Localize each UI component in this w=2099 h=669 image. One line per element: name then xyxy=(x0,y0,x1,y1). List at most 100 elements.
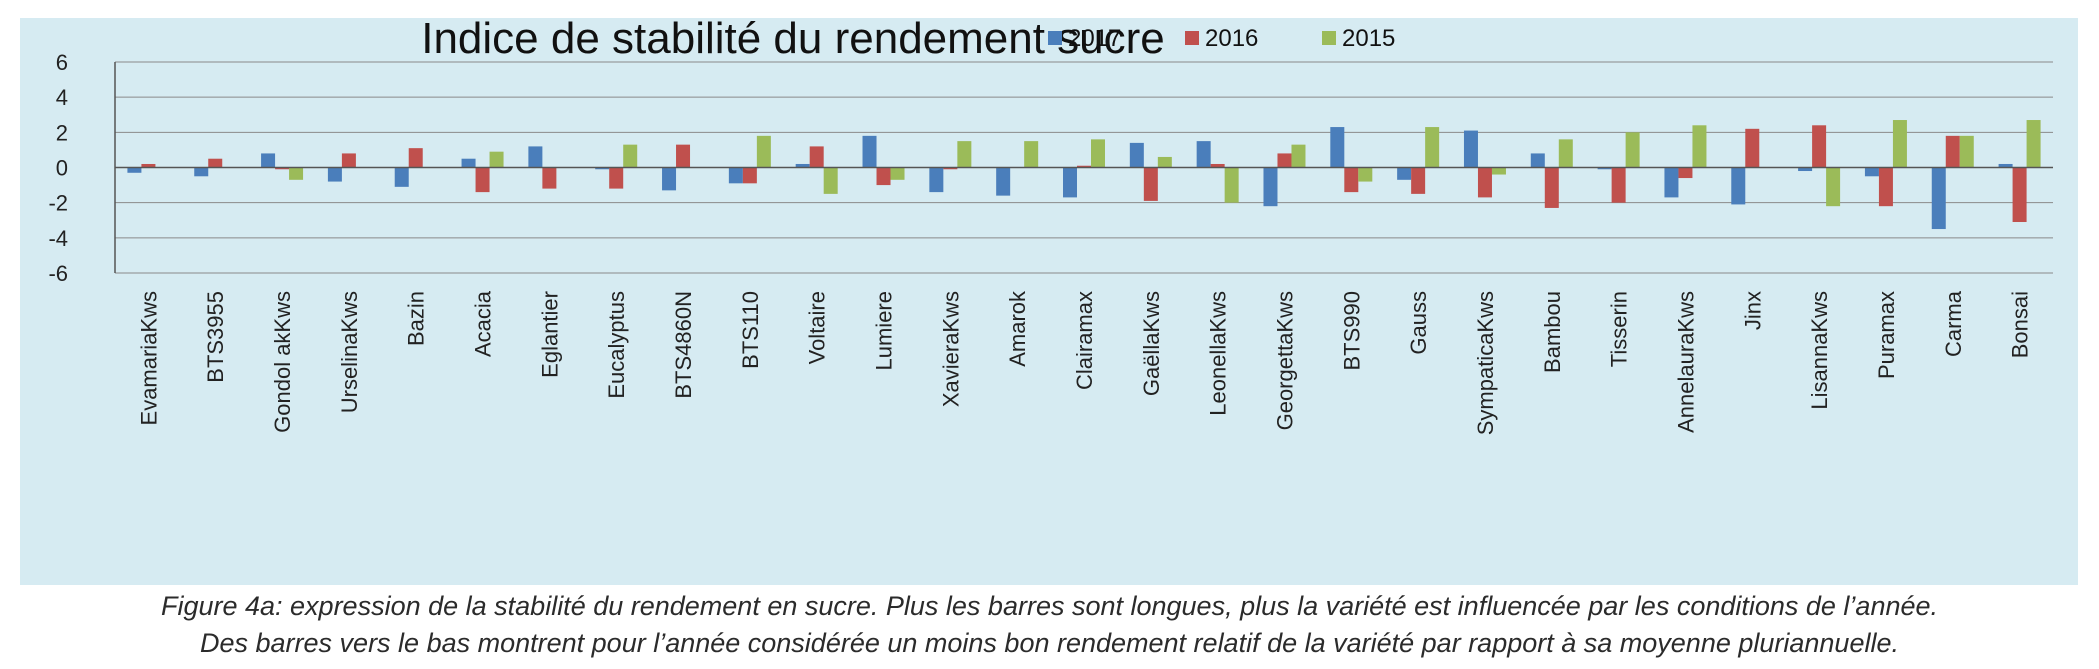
x-tick-label: Jinx xyxy=(1740,291,1765,330)
bar-2016-15 xyxy=(1143,167,1158,201)
bar-2015-27 xyxy=(1959,135,1974,168)
x-tick-label: GeorgettaKws xyxy=(1272,291,1297,430)
figure-caption-line-2: Des barres vers le bas montrent pour l’a… xyxy=(200,628,1899,658)
bar-2017-20 xyxy=(1463,130,1478,168)
bar-2017-14 xyxy=(1063,167,1077,198)
chart-title: Indice de stabilité du rendement sucre xyxy=(421,18,1165,63)
bar-2017-9 xyxy=(728,167,743,184)
bars-layer xyxy=(127,120,2041,230)
bar-2016-10 xyxy=(809,146,824,168)
x-tick-label: Carma xyxy=(1941,290,1966,357)
x-tick-label: SympaticaKws xyxy=(1473,291,1498,435)
bar-2015-28 xyxy=(2026,120,2041,168)
bar-2017-28 xyxy=(1998,163,2013,168)
bar-2017-4 xyxy=(394,167,409,187)
bar-2017-8 xyxy=(662,167,677,191)
bar-2017-3 xyxy=(327,167,342,182)
x-tick-label: Puramax xyxy=(1874,291,1899,379)
legend-label-2017: 2017 xyxy=(1068,25,1121,52)
bar-2016-1 xyxy=(208,158,223,168)
bar-2017-11 xyxy=(862,135,877,168)
axis-layer xyxy=(114,62,2053,273)
bar-2016-8 xyxy=(676,144,691,168)
x-tick-label: Voltaire xyxy=(805,291,830,364)
x-tick-label: Amarok xyxy=(1005,290,1030,367)
bar-2017-7 xyxy=(595,167,610,170)
x-tick-label: Bonsai xyxy=(2008,291,2033,358)
x-tick-label: Eucalyptus xyxy=(604,291,629,399)
y-tick-label: -4 xyxy=(48,226,68,251)
x-tick-label: BTS4860N xyxy=(671,291,696,399)
legend-swatch-2017 xyxy=(1048,31,1062,45)
bar-2016-25 xyxy=(1812,125,1827,168)
bar-2016-11 xyxy=(876,167,891,186)
legend-label-2015: 2015 xyxy=(1342,25,1395,52)
figure-caption-line-1: Figure 4a: expression de la stabilité du… xyxy=(160,591,1939,621)
bar-chart: 6 4 2 0 -2 -4 -6 EvamariaKws BTS3955 Gondol akKw… xyxy=(48,18,2053,435)
bar-2016-18 xyxy=(1344,167,1359,193)
bar-2017-15 xyxy=(1129,142,1144,168)
bar-2017-21 xyxy=(1530,153,1545,168)
bar-2017-0 xyxy=(127,167,142,173)
bar-2016-26 xyxy=(1878,167,1893,207)
y-tick-label: 6 xyxy=(56,50,68,75)
bar-2017-1 xyxy=(194,167,209,177)
x-tick-label: GaëllaKws xyxy=(1139,291,1164,396)
chart-panel: 6 4 2 0 -2 -4 -6 EvamariaKws BTS3955 Gondol akKw… xyxy=(20,18,2078,585)
bar-2016-7 xyxy=(609,167,624,189)
bar-2016-14 xyxy=(1077,165,1091,168)
bar-2017-2 xyxy=(261,153,276,168)
x-tick-label: Gondol akKws xyxy=(270,291,295,433)
bar-2015-25 xyxy=(1826,167,1841,207)
bar-2017-10 xyxy=(795,163,810,168)
x-tick-label: Tisserin xyxy=(1607,291,1632,367)
bar-2015-16 xyxy=(1224,167,1239,203)
x-tick-label: Lumiere xyxy=(872,291,897,370)
bar-2017-13 xyxy=(996,167,1011,196)
bar-2017-26 xyxy=(1864,167,1879,177)
x-tick-label: BTS3955 xyxy=(203,291,228,383)
bar-2017-5 xyxy=(461,158,476,168)
x-tick-label: UrselinaKws xyxy=(337,291,362,413)
bar-2015-2 xyxy=(289,167,304,180)
bar-2017-16 xyxy=(1196,141,1211,168)
bar-2015-14 xyxy=(1091,139,1105,168)
bar-2016-21 xyxy=(1544,167,1559,208)
bar-2017-25 xyxy=(1798,167,1813,172)
bar-2017-24 xyxy=(1731,167,1746,205)
bar-2017-19 xyxy=(1397,167,1412,180)
bar-2016-0 xyxy=(141,163,156,168)
bar-2015-11 xyxy=(890,167,905,180)
bar-2015-12 xyxy=(957,141,972,168)
bar-2015-22 xyxy=(1625,132,1640,168)
bar-2015-7 xyxy=(623,144,638,168)
bar-2015-21 xyxy=(1558,139,1573,168)
bar-2015-20 xyxy=(1491,167,1506,175)
bar-2016-19 xyxy=(1411,167,1426,194)
bar-2016-27 xyxy=(1945,135,1960,168)
bar-2016-20 xyxy=(1477,167,1492,198)
y-tick-label: -6 xyxy=(48,261,68,286)
x-tick-label: Bambou xyxy=(1540,291,1565,373)
bar-2015-9 xyxy=(756,135,771,168)
bar-2016-2 xyxy=(275,167,290,170)
x-tick-label: Clairamax xyxy=(1072,291,1097,390)
bar-2015-15 xyxy=(1157,156,1172,168)
bar-2015-23 xyxy=(1692,125,1707,168)
y-tick-label: 2 xyxy=(56,120,68,145)
bar-2015-17 xyxy=(1291,144,1306,168)
bar-2017-23 xyxy=(1664,167,1679,198)
y-tick-labels: 6 4 2 0 -2 -4 -6 xyxy=(48,50,68,286)
bar-2016-4 xyxy=(408,148,423,168)
bar-2015-5 xyxy=(489,151,504,168)
y-tick-label: 4 xyxy=(56,85,68,110)
bar-2016-6 xyxy=(542,167,557,189)
x-tick-label: Gauss xyxy=(1406,291,1431,355)
y-tick-label: -2 xyxy=(48,191,68,216)
x-tick-label: XavieraKws xyxy=(938,291,963,407)
bar-2016-23 xyxy=(1678,167,1693,179)
y-tick-label: 0 xyxy=(56,156,68,181)
bar-2015-26 xyxy=(1892,120,1907,168)
bar-2015-19 xyxy=(1425,127,1440,168)
x-tick-label: BTS110 xyxy=(738,291,763,369)
